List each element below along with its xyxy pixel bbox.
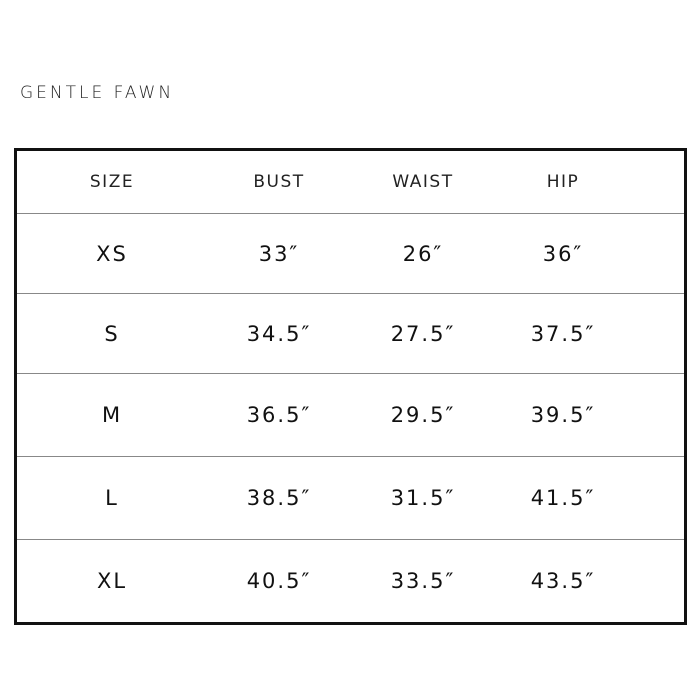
size-cell: L (105, 486, 119, 510)
hip-cell: 37.5″ (530, 321, 596, 346)
waist-cell: 31.5″ (390, 486, 456, 510)
header-hip: HIP (546, 172, 580, 192)
table-row: L 38.5″ 31.5″ 41.5″ (17, 457, 684, 540)
table-row: XS 33″ 26″ 36″ (17, 214, 684, 294)
size-cell: M (101, 403, 123, 427)
brand-title: GENTLE FAWN (20, 83, 175, 103)
hip-cell: 43.5″ (530, 569, 596, 593)
bust-cell: 40.5″ (246, 569, 312, 593)
size-cell: XS (96, 241, 128, 266)
table-row: M 36.5″ 29.5″ 39.5″ (17, 374, 684, 457)
hip-cell: 41.5″ (530, 486, 596, 510)
size-chart-table: SIZE BUST WAIST HIP XS 33″ 26″ 36″ S 34.… (14, 148, 687, 625)
size-cell: S (104, 321, 120, 346)
bust-cell: 38.5″ (246, 486, 312, 510)
table-row: XL 40.5″ 33.5″ 43.5″ (17, 540, 684, 622)
header-bust: BUST (253, 172, 305, 192)
size-cell: XL (96, 569, 128, 593)
header-size: SIZE (89, 172, 135, 192)
bust-cell: 36.5″ (246, 403, 312, 427)
hip-cell: 39.5″ (530, 403, 596, 427)
waist-cell: 33.5″ (390, 569, 456, 593)
waist-cell: 27.5″ (390, 321, 456, 346)
hip-cell: 36″ (542, 241, 584, 266)
bust-cell: 33″ (258, 241, 300, 266)
header-row: SIZE BUST WAIST HIP (17, 151, 684, 214)
table-row: S 34.5″ 27.5″ 37.5″ (17, 294, 684, 374)
waist-cell: 29.5″ (390, 403, 456, 427)
waist-cell: 26″ (402, 241, 444, 266)
bust-cell: 34.5″ (246, 321, 312, 346)
header-waist: WAIST (392, 172, 454, 192)
